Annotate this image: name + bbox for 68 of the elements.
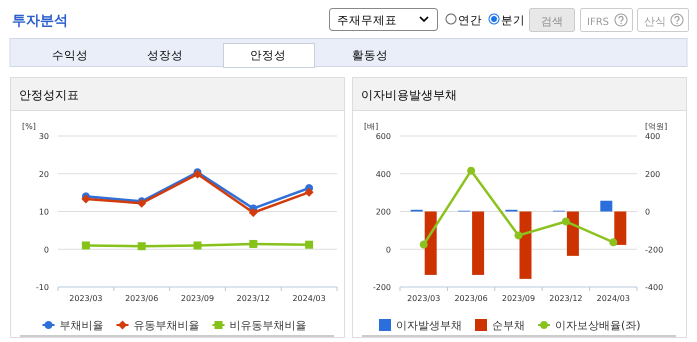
y-tick-label: 10 bbox=[38, 208, 49, 216]
text: 수익성 bbox=[52, 48, 88, 62]
legend-label: 순부채 bbox=[492, 319, 525, 332]
bar bbox=[424, 212, 437, 275]
y-tick-label: 400 bbox=[376, 170, 391, 179]
text: 검색 bbox=[541, 15, 563, 28]
text: 안정성 bbox=[250, 48, 286, 62]
y-tick-label: 0 bbox=[386, 245, 391, 254]
x-tick-label: 2023/09 bbox=[502, 294, 536, 303]
point bbox=[193, 170, 202, 179]
legend-label: 이자발생부채 bbox=[396, 319, 462, 332]
x-tick-label: 2023/03 bbox=[407, 294, 440, 303]
text: 활동성 bbox=[352, 48, 388, 62]
x-tick-label: 2023/03 bbox=[69, 294, 103, 303]
bar bbox=[472, 212, 484, 275]
legend-label: 이자보상배율(좌) bbox=[555, 319, 641, 332]
chart-title: 이자비용발생부채 bbox=[361, 88, 457, 102]
bar bbox=[520, 212, 532, 279]
point bbox=[562, 218, 570, 226]
y-tick-label: -200 bbox=[372, 283, 391, 292]
legend-label: 부채비율 bbox=[60, 319, 104, 332]
x-tick-label: 2023/06 bbox=[454, 294, 488, 303]
y-axis-title: [%] bbox=[22, 122, 36, 131]
text: 분기 bbox=[501, 13, 525, 27]
text: 투자분석 bbox=[12, 13, 68, 29]
y2-tick-label: 200 bbox=[645, 170, 660, 179]
point bbox=[305, 240, 314, 249]
y-axis-title: [배] bbox=[364, 122, 378, 131]
x-tick-label: 2024/03 bbox=[292, 294, 326, 303]
point bbox=[467, 166, 476, 175]
point bbox=[248, 208, 258, 218]
text: 성장성 bbox=[147, 48, 183, 62]
y-tick-label: 30 bbox=[38, 132, 49, 141]
x-tick-label: 2023/12 bbox=[236, 294, 270, 303]
y2-tick-label: 400 bbox=[645, 132, 660, 141]
point bbox=[304, 188, 314, 197]
chart-title: 안정성지표 bbox=[19, 88, 79, 102]
point bbox=[82, 241, 90, 250]
bar bbox=[566, 212, 579, 256]
x-tick-label: 2024/03 bbox=[596, 294, 630, 303]
y2-axis-title: [억원] bbox=[645, 122, 668, 131]
x-tick-label: 2023/09 bbox=[180, 294, 214, 303]
point bbox=[514, 231, 522, 240]
y2-tick-label: 0 bbox=[645, 208, 650, 216]
y-tick-label: 200 bbox=[376, 208, 391, 216]
y-tick-label: 20 bbox=[38, 170, 49, 179]
y-tick-label: 0 bbox=[44, 245, 49, 254]
y2-tick-label: -400 bbox=[645, 283, 664, 292]
bar bbox=[600, 200, 612, 212]
legend-label: 유동부채비율 bbox=[134, 319, 200, 332]
y-tick-label: 600 bbox=[376, 132, 391, 141]
point bbox=[138, 242, 146, 250]
point bbox=[249, 240, 258, 248]
point bbox=[194, 241, 202, 250]
text: 산식 bbox=[644, 15, 666, 28]
x-tick-label: 2023/06 bbox=[125, 294, 158, 303]
point bbox=[137, 198, 146, 208]
text: IFRS bbox=[587, 17, 609, 28]
point bbox=[609, 238, 618, 246]
text: 연간 bbox=[458, 13, 482, 27]
point bbox=[81, 194, 90, 204]
legend-label: 비유동부채비율 bbox=[230, 319, 306, 332]
x-tick-label: 2023/12 bbox=[549, 294, 583, 303]
text: 주재무제표 bbox=[337, 13, 397, 27]
point bbox=[420, 240, 428, 249]
y2-tick-label: -200 bbox=[645, 245, 664, 254]
y-tick-label: -10 bbox=[36, 283, 49, 292]
bar bbox=[614, 212, 626, 245]
